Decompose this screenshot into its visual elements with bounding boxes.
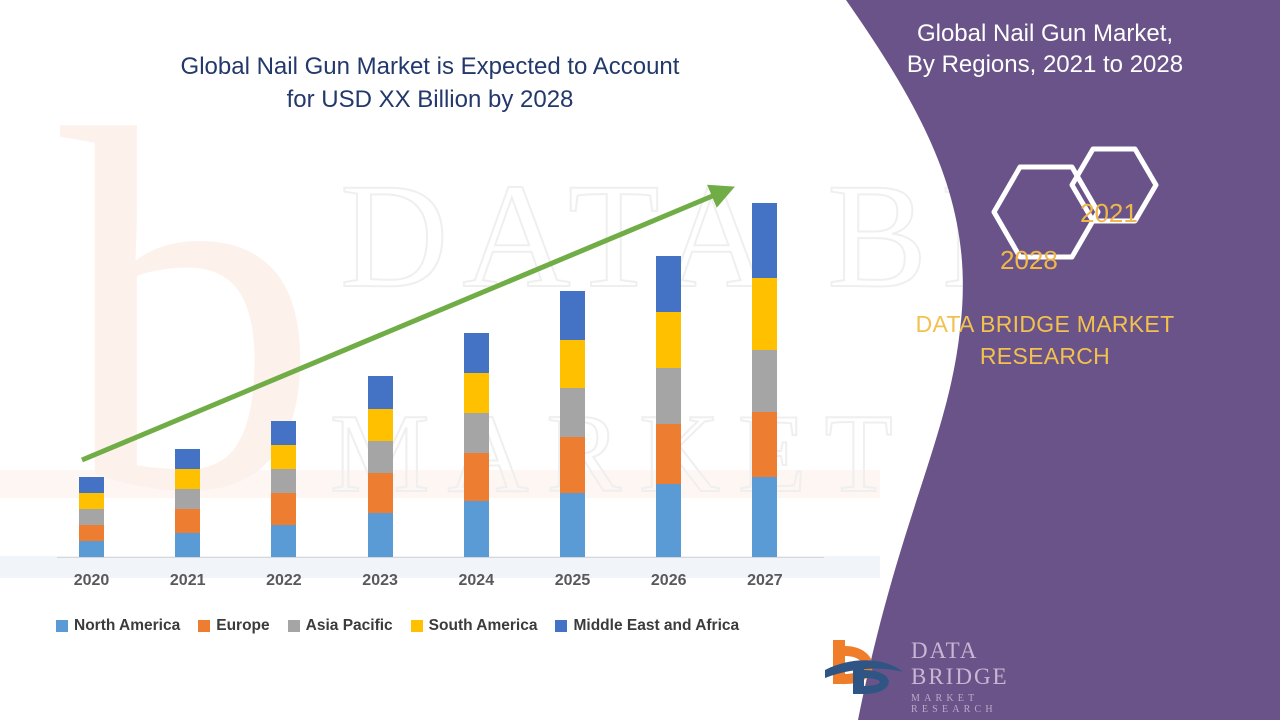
bar-segment-middle-east-and-africa	[79, 476, 104, 493]
chart-legend: North America Europe Asia Pacific South Ame…	[56, 617, 739, 635]
bar-segment-europe	[560, 436, 585, 493]
bar-segment-north-america	[367, 512, 393, 557]
bar-segment-middle-east-and-africa	[560, 291, 585, 340]
bar-segment-europe	[463, 452, 489, 501]
bar-2027	[752, 203, 778, 557]
bar-segment-europe	[656, 424, 682, 485]
legend-label: North America	[74, 617, 181, 634]
bar-segment-north-america	[463, 500, 489, 557]
x-axis-label-2025: 2025	[554, 572, 591, 589]
hexagon-badges: 2021 2028	[960, 140, 1200, 285]
brand-name: DATA BRIDGE MARKET RESEARCH	[810, 308, 1280, 372]
company-logo: DATA BRIDGE MARKET RESEARCH	[823, 632, 1063, 715]
brand-side-panel: Global Nail Gun Market, By Regions, 2021…	[810, 0, 1280, 720]
legend-label: Europe	[216, 617, 270, 634]
bar-segment-north-america	[656, 484, 682, 557]
chart-plot-area: 2020 2021 2022 2023 2024 2025 2026 2027	[0, 184, 880, 596]
bar-2022	[271, 420, 297, 557]
chart-title: Global Nail Gun Market is Expected to Ac…	[60, 50, 800, 116]
bar-segment-middle-east-and-africa	[175, 448, 201, 469]
logo-wordmark-line-1: DATA BRIDGE	[911, 638, 1009, 689]
chart-title-line-2: for USD XX Billion by 2028	[286, 86, 574, 113]
legend-swatch-icon	[410, 620, 423, 632]
legend-item-south-america[interactable]: South America	[410, 617, 538, 635]
bar-segment-middle-east-and-africa	[463, 332, 489, 373]
bar-segment-middle-east-and-africa	[752, 203, 778, 278]
bar-segment-europe	[752, 412, 778, 477]
bar-segment-middle-east-and-africa	[367, 376, 393, 409]
bar-segment-south-america	[79, 492, 104, 509]
hexagon-year-2021: 2021	[1080, 198, 1138, 228]
bar-segment-asia-pacific	[175, 488, 201, 510]
bar-segment-north-america	[560, 492, 585, 557]
legend-swatch-icon	[198, 620, 211, 632]
x-axis-label-2027: 2027	[747, 572, 783, 589]
bar-segment-south-america	[656, 312, 682, 369]
bar-segment-north-america	[271, 524, 297, 557]
legend-label: Middle East and Africa	[573, 617, 740, 634]
legend-label: Asia Pacific	[305, 617, 393, 634]
bar-segment-europe	[367, 472, 393, 513]
bar-2025	[560, 291, 585, 557]
bar-segment-europe	[79, 524, 104, 541]
panel-title: Global Nail Gun Market, By Regions, 2021…	[810, 18, 1280, 80]
legend-swatch-icon	[555, 620, 568, 632]
bar-segment-asia-pacific	[367, 440, 393, 473]
x-axis-label-2023: 2023	[362, 572, 398, 589]
hexagon-outlines-icon	[991, 146, 1159, 260]
legend-item-north-america[interactable]: North America	[56, 617, 180, 635]
legend-swatch-icon	[56, 620, 68, 632]
bar-segment-asia-pacific	[752, 350, 778, 413]
x-axis-label-2021: 2021	[169, 572, 206, 589]
brand-name-line-1: DATA BRIDGE MARKET	[915, 311, 1175, 337]
bar-segment-asia-pacific	[463, 412, 489, 453]
bar-segment-south-america	[175, 468, 201, 489]
bar-segment-asia-pacific	[79, 508, 104, 525]
x-axis-label-2022: 2022	[266, 572, 302, 589]
bar-segment-asia-pacific	[560, 387, 585, 437]
bar-segment-europe	[271, 492, 297, 525]
stacked-bars-group	[79, 203, 778, 557]
bar-segment-south-america	[752, 277, 778, 351]
x-axis-label-2026: 2026	[650, 572, 687, 589]
panel-shape	[846, 0, 1280, 720]
hexagon-year-2028: 2028	[1000, 245, 1058, 275]
x-axis-line	[57, 557, 824, 558]
x-axis-label-2024: 2024	[458, 572, 495, 589]
bar-2024	[463, 332, 489, 557]
bar-segment-middle-east-and-africa	[271, 420, 297, 445]
bar-2021	[175, 448, 201, 557]
bar-2020	[79, 476, 104, 557]
bar-segment-north-america	[175, 533, 201, 557]
bar-segment-south-america	[367, 408, 393, 441]
legend-label: South America	[428, 617, 538, 634]
bar-segment-north-america	[79, 540, 104, 557]
bar-segment-south-america	[560, 339, 585, 388]
bar-segment-south-america	[271, 444, 297, 469]
bar-segment-middle-east-and-africa	[656, 255, 682, 313]
panel-title-line-1: Global Nail Gun Market,	[916, 20, 1174, 47]
legend-swatch-icon	[287, 620, 300, 632]
legend-item-asia-pacific[interactable]: Asia Pacific	[287, 617, 393, 635]
legend-item-europe[interactable]: Europe	[198, 617, 270, 635]
logo-wordmark: DATA BRIDGE MARKET RESEARCH	[911, 638, 1063, 715]
legend-item-middle-east-and-africa[interactable]: Middle East and Africa	[555, 617, 739, 635]
data-bridge-logo-icon	[825, 640, 903, 694]
logo-wordmark-line-2: MARKET RESEARCH	[911, 693, 997, 715]
bar-segment-north-america	[752, 476, 778, 557]
x-axis-label-2020: 2020	[73, 572, 110, 589]
bar-2023	[367, 376, 393, 557]
bar-segment-europe	[175, 509, 201, 534]
bar-segment-south-america	[463, 372, 489, 413]
brand-name-line-2: RESEARCH	[979, 343, 1111, 369]
x-axis-labels: 2020 2021 2022 2023 2024 2025 2026 2027	[0, 572, 880, 596]
panel-title-line-2: By Regions, 2021 to 2028	[906, 51, 1184, 78]
bar-segment-asia-pacific	[656, 368, 682, 425]
bar-2026	[656, 255, 682, 557]
chart-title-line-1: Global Nail Gun Market is Expected to Ac…	[180, 53, 680, 80]
bar-segment-asia-pacific	[271, 468, 297, 493]
